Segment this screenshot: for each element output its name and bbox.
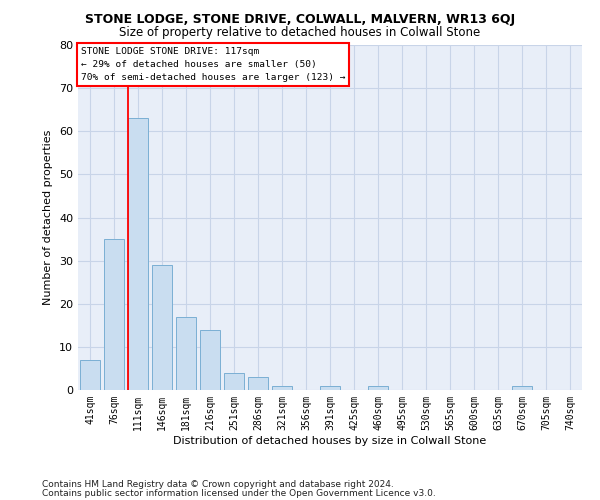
Text: STONE LODGE, STONE DRIVE, COLWALL, MALVERN, WR13 6QJ: STONE LODGE, STONE DRIVE, COLWALL, MALVE… (85, 12, 515, 26)
Bar (200, 330, 220, 390)
Bar (152, 265, 172, 390)
Bar (80, 360, 100, 390)
Bar (368, 386, 388, 390)
Bar (248, 377, 268, 390)
Bar (224, 373, 244, 390)
Bar (272, 386, 292, 390)
Bar (104, 239, 124, 390)
Text: Size of property relative to detached houses in Colwall Stone: Size of property relative to detached ho… (119, 26, 481, 39)
Bar (512, 386, 532, 390)
Text: STONE LODGE STONE DRIVE: 117sqm
← 29% of detached houses are smaller (50)
70% of: STONE LODGE STONE DRIVE: 117sqm ← 29% of… (80, 46, 345, 82)
Bar (320, 386, 340, 390)
X-axis label: Distribution of detached houses by size in Colwall Stone: Distribution of detached houses by size … (173, 436, 487, 446)
Bar (176, 316, 196, 390)
Y-axis label: Number of detached properties: Number of detached properties (43, 130, 53, 305)
Text: Contains HM Land Registry data © Crown copyright and database right 2024.: Contains HM Land Registry data © Crown c… (42, 480, 394, 489)
Bar (128, 118, 148, 390)
Text: Contains public sector information licensed under the Open Government Licence v3: Contains public sector information licen… (42, 488, 436, 498)
